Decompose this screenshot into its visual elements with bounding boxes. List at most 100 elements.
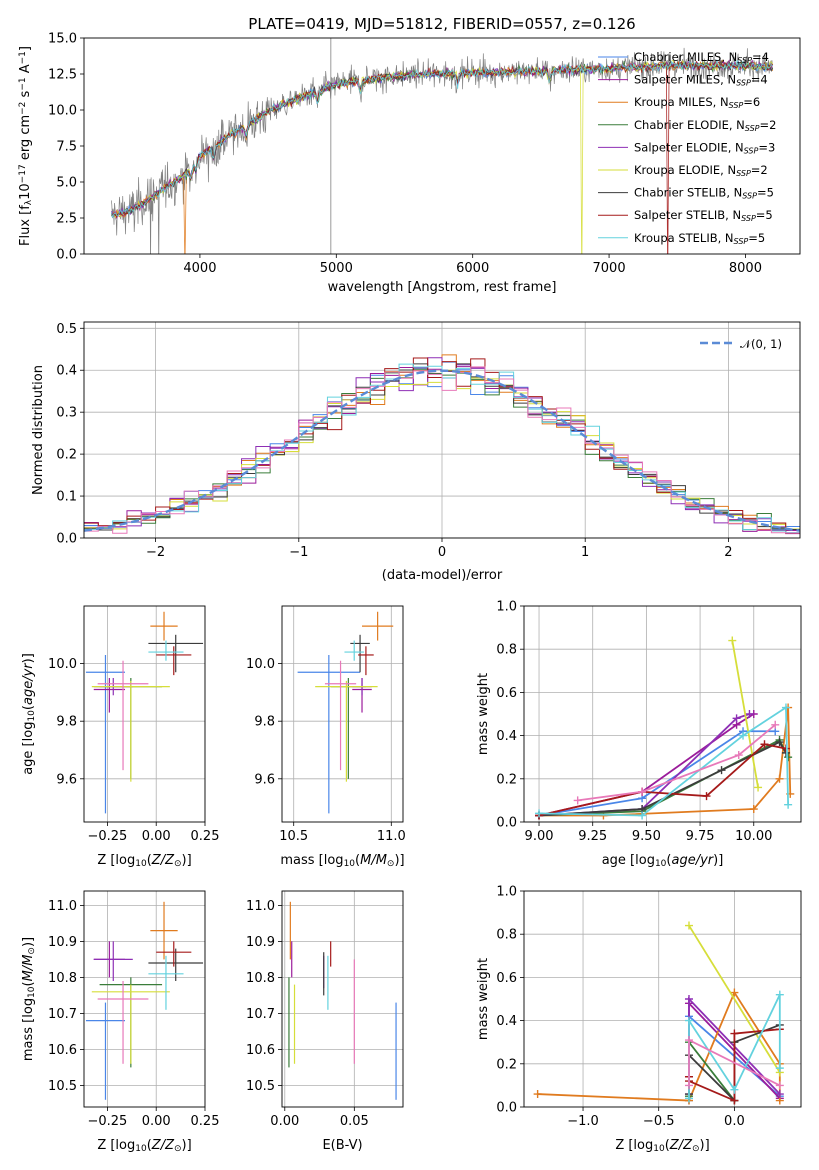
x-tick-label: 0.00 <box>142 829 171 844</box>
plot-area <box>84 322 800 538</box>
weight-marker <box>781 703 790 712</box>
errorbar-point-kroupa_elodie <box>91 680 170 782</box>
x-tick-label: 0.05 <box>340 1114 369 1129</box>
axes-frame <box>523 605 802 823</box>
weight-marker <box>775 774 784 783</box>
x-tick-label: 9.75 <box>686 829 715 844</box>
y-tick-label: 0.0 <box>496 1101 517 1116</box>
weight-marker <box>749 805 758 814</box>
errorbar-point-chabrier_miles <box>297 654 361 814</box>
errorbar-point-chabrier_miles <box>85 654 125 814</box>
y-tick-label: 1.0 <box>496 885 517 900</box>
y-tick-label: 0.4 <box>56 364 77 379</box>
weight-marker <box>638 811 647 820</box>
axes-frame <box>281 890 404 1108</box>
x-tick-label: 2 <box>724 545 732 560</box>
x-tick-label: 9.25 <box>578 829 607 844</box>
weight-marker <box>771 720 780 729</box>
weight-marker <box>730 1096 739 1105</box>
errorbar-point-salpeter_stelib <box>358 646 374 676</box>
weight-marker <box>684 1081 693 1090</box>
weight-marker <box>535 809 544 818</box>
errorbar-point-kroupa_miles <box>150 611 178 641</box>
axes-frame <box>83 321 801 539</box>
y-tick-label: 10.5 <box>246 1079 275 1094</box>
errorbar-point-chabrier_stelib <box>148 634 204 673</box>
errorbar-point-kroupa_stelib <box>344 640 364 661</box>
weight-line <box>538 738 789 817</box>
x-tick-label: 4000 <box>183 261 216 276</box>
legend-entry: Salpeter STELIB, NSSP=5 <box>634 208 773 223</box>
y-axis-label: Normed distribution <box>31 365 46 495</box>
y-tick-label: 9.6 <box>254 772 275 787</box>
residual-histogram-pink <box>84 366 800 534</box>
y-tick-label: 10.6 <box>246 1043 275 1058</box>
weight-line <box>539 707 792 817</box>
y-tick-label: 10.6 <box>48 1043 77 1058</box>
x-tick-label: 0.25 <box>191 1114 220 1129</box>
weight-series-kroupa_elodie <box>684 921 784 1077</box>
y-tick-label: 15.0 <box>48 32 77 47</box>
axes-frame <box>83 890 206 1108</box>
y-tick-label: 10.0 <box>246 657 275 672</box>
y-tick-label: 10.9 <box>246 935 275 950</box>
x-tick-label: 7000 <box>593 261 626 276</box>
weight-marker <box>734 751 743 760</box>
axes-frame <box>281 605 404 823</box>
y-tick-label: 10.0 <box>48 657 77 672</box>
weight-series-kroupa_miles <box>535 703 795 820</box>
y-tick-label: 10.8 <box>246 971 275 986</box>
weight-line <box>538 713 750 817</box>
y-tick-label: 12.5 <box>48 68 77 83</box>
errorbar-point-pink <box>97 981 149 1064</box>
errorbar-point-pink <box>324 660 357 771</box>
legend-entry: Kroupa ELODIE, NSSP=2 <box>634 163 768 178</box>
x-axis-label: wavelength [Angstrom, rest frame] <box>328 280 557 295</box>
x-tick-label: 0.25 <box>191 829 220 844</box>
y-tick-label: 0.6 <box>496 686 517 701</box>
y-tick-label: 11.0 <box>246 899 275 914</box>
errorbar-point-kroupa_elodie <box>91 984 170 1064</box>
y-tick-label: 0.0 <box>56 532 77 547</box>
weight-marker <box>754 783 763 792</box>
y-axis-label: mass [log10(M/M⊙)] <box>21 937 37 1061</box>
y-tick-label: 10.8 <box>48 971 77 986</box>
weight-marker <box>730 1029 739 1038</box>
weight-series-kroupa_stelib <box>535 703 793 820</box>
weight-marker <box>732 714 741 723</box>
x-tick-label: 8000 <box>729 261 762 276</box>
panel-residuals: −2 −1 0 1 2 0.0 0.1 0.2 0.3 0.4 0.5 (data-model)/er… <box>31 321 801 583</box>
x-axis-label: Z [log10(Z/Z⊙)] <box>615 1138 709 1154</box>
weight-series-kroupa_elodie <box>728 636 763 792</box>
errorbar-point-salpeter_stelib <box>156 941 192 967</box>
plot-area <box>524 606 801 822</box>
weight-marker <box>728 636 737 645</box>
weight-marker <box>784 753 793 762</box>
weight-marker <box>684 1016 693 1025</box>
y-tick-label: 0.3 <box>56 406 77 421</box>
y-axis-label: age [log10(age/yr)] <box>21 653 37 775</box>
errorbar-point-chabrier_elodie <box>330 678 366 779</box>
y-tick-label: 2.5 <box>56 212 77 227</box>
weight-line <box>577 724 776 802</box>
y-tick-label: 10.7 <box>48 1007 77 1022</box>
figure-title: PLATE=0419, MJD=51812, FIBERID=0557, z=0… <box>248 15 635 33</box>
legend: 𝒩(0, 1) <box>700 337 782 351</box>
panel-age_vs_Z: −0.25 0.00 0.25 9.6 9.8 10.0 Z [log10(Z/Z⊙)] ag… <box>21 605 220 869</box>
weight-line <box>539 705 790 817</box>
y-tick-label: 1.0 <box>496 600 517 615</box>
plot-area <box>282 606 403 822</box>
weight-series-chabrier_miles <box>535 727 780 820</box>
y-axis-label: Flux [fλ10−17 erg cm−2 s−1 A−1] <box>18 46 34 246</box>
legend-entry: Chabrier ELODIE, NSSP=2 <box>634 118 776 133</box>
x-tick-label: −0.5 <box>643 1114 675 1129</box>
y-tick-label: 0.2 <box>496 772 517 787</box>
normal-curve <box>84 369 800 532</box>
errorbar-point-kroupa_miles <box>150 901 178 960</box>
legend: Chabrier MILES, NSSP=4 Salpeter MILES, NS… <box>598 50 776 246</box>
model-spectrum-kroupa_stelib <box>110 59 773 219</box>
x-tick-label: 9.50 <box>632 829 661 844</box>
panel-weight_vs_age: 9.00 9.25 9.50 9.75 10.00 0.0 0.2 0.4 0.6 0.8 1.0 a… <box>476 600 802 869</box>
x-tick-label: 10.5 <box>279 829 308 844</box>
